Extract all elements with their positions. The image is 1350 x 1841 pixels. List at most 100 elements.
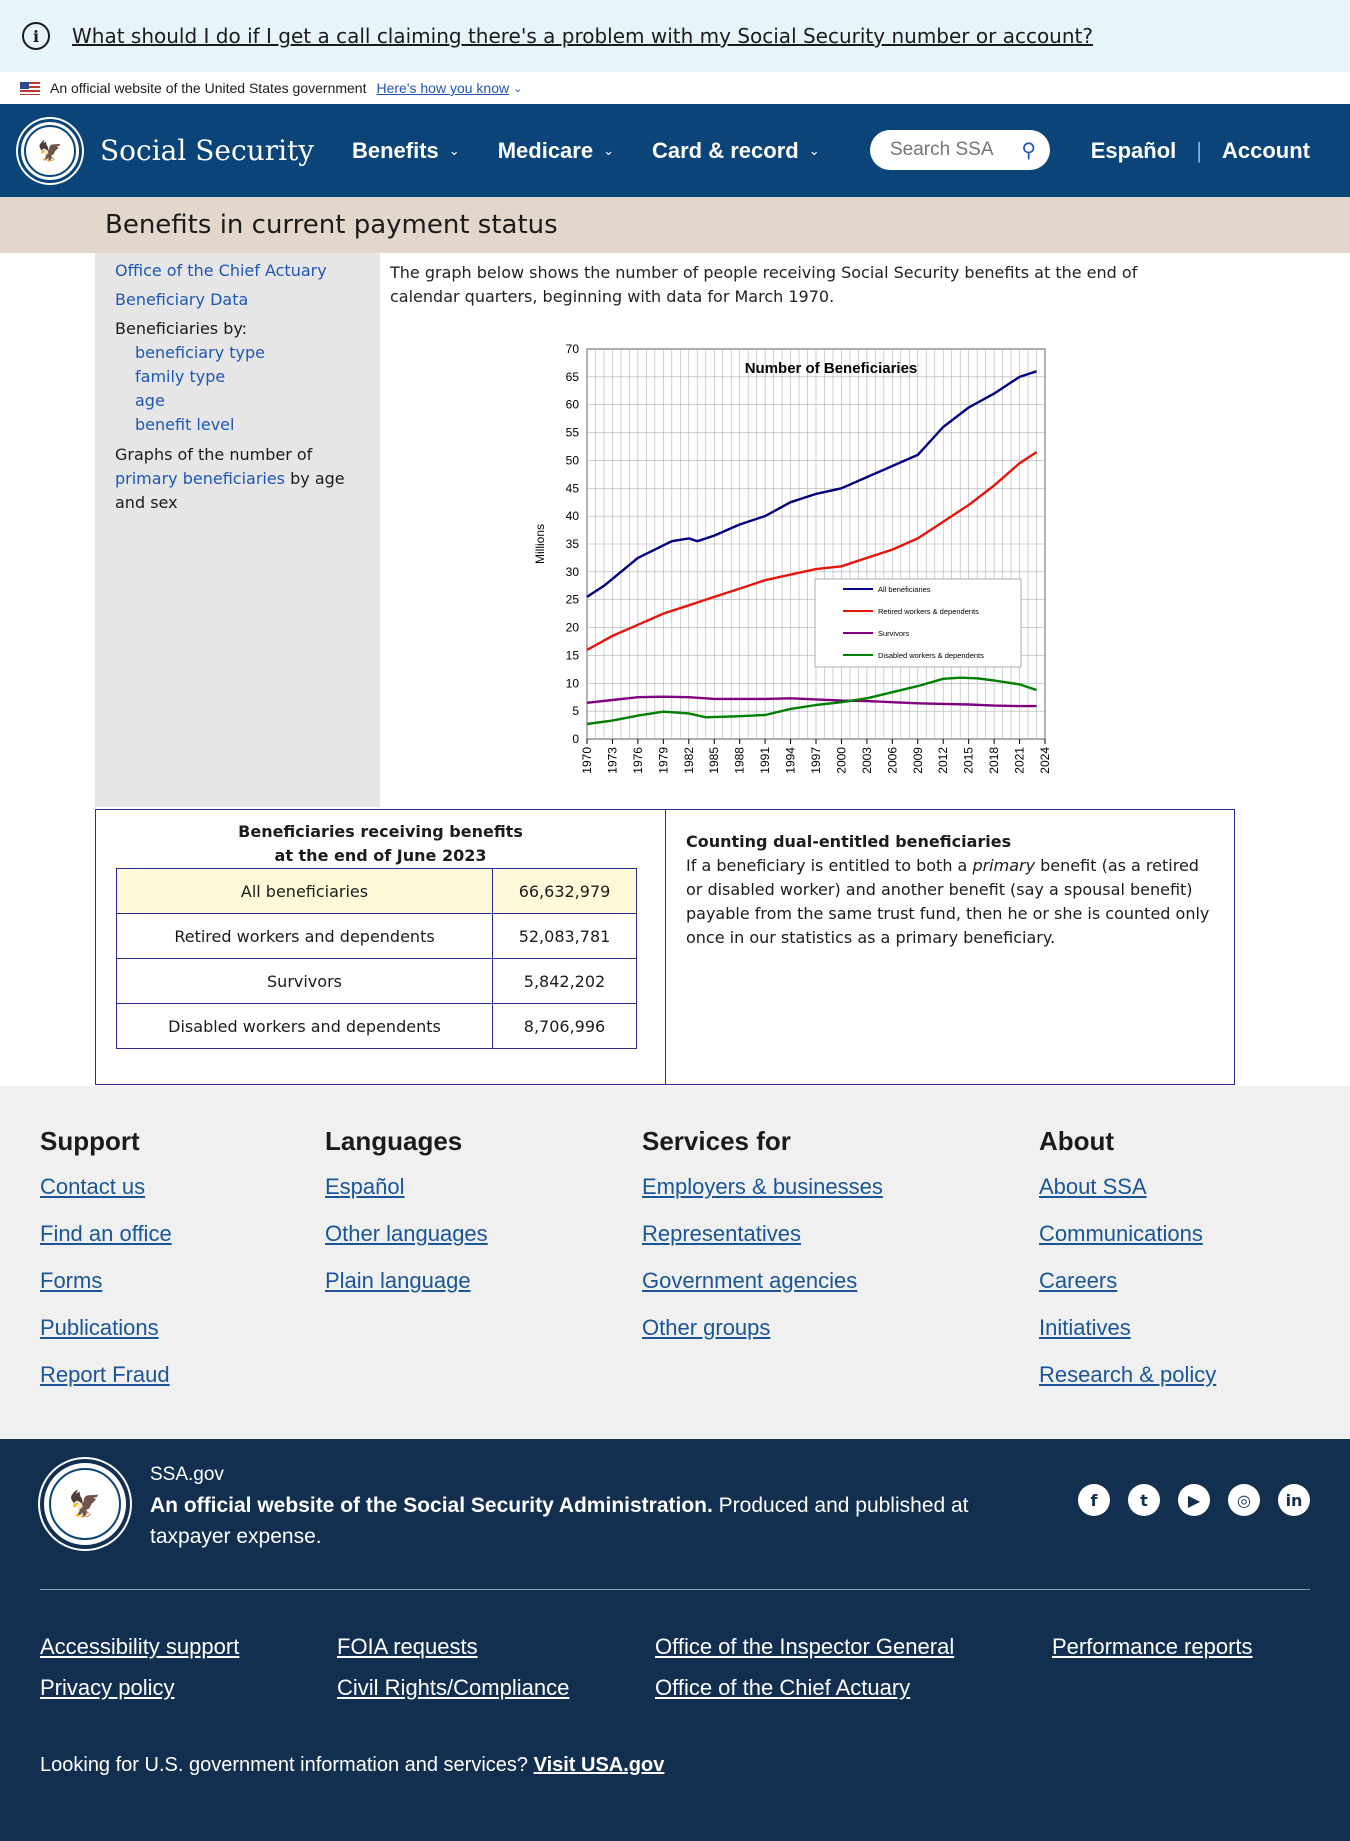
y-tick-label: 25 — [566, 593, 580, 607]
ssa-seal-logo[interactable]: 🦅 — [18, 118, 82, 183]
y-tick-label: 65 — [566, 370, 580, 384]
row-value: 66,632,979 — [492, 868, 637, 914]
nav-medicare[interactable]: Medicare ⌄ — [497, 137, 614, 163]
x-tick-label: 2003 — [860, 747, 874, 774]
table-row: Disabled workers and dependents 8,706,996 — [116, 1003, 637, 1049]
y-tick-label: 40 — [566, 509, 580, 523]
row-label: Disabled workers and dependents — [116, 1003, 493, 1049]
table-row: Survivors 5,842,202 — [116, 958, 637, 1004]
inspector-general-link[interactable]: Office of the Inspector General — [655, 1634, 955, 1659]
footer-divider — [40, 1589, 1310, 1590]
header-right: Español | Account — [1091, 104, 1310, 197]
x-tick-label: 1991 — [758, 747, 772, 774]
espanol-link[interactable]: Español — [1090, 137, 1177, 163]
footer-link[interactable]: Initiatives — [1039, 1315, 1131, 1340]
footer-col-support: Support Contact us Find an office Forms … — [40, 1126, 172, 1408]
y-tick-label: 70 — [566, 342, 580, 356]
series-line-4 — [586, 676, 1037, 726]
y-tick-label: 55 — [566, 426, 580, 440]
footer-link[interactable]: Careers — [1039, 1268, 1118, 1293]
legend-label: Disabled workers & dependents — [878, 651, 984, 660]
y-tick-label: 15 — [566, 648, 580, 662]
series-line-3 — [586, 695, 1037, 708]
legend-label: Survivors — [878, 629, 910, 638]
sidebar-beneficiary-data-link[interactable]: Beneficiary Data — [115, 290, 249, 309]
account-link[interactable]: Account — [1222, 137, 1310, 163]
site-brand[interactable]: Social Security — [100, 134, 315, 167]
footer-link[interactable]: Publications — [40, 1315, 159, 1340]
summary-table-panel: Beneficiaries receiving benefits at the … — [96, 810, 666, 1084]
footer-bottom: 🦅 SSA.gov An official website of the Soc… — [0, 1439, 1350, 1841]
x-tick-label: 2021 — [1013, 747, 1027, 774]
footer-link[interactable]: Other languages — [325, 1221, 488, 1246]
footer-link[interactable]: Research & policy — [1039, 1362, 1217, 1387]
row-value: 52,083,781 — [492, 913, 637, 959]
instagram-icon[interactable]: ◎ — [1228, 1484, 1260, 1516]
x-tick-label: 2006 — [885, 747, 899, 774]
search-input[interactable] — [890, 139, 1010, 161]
how-you-know-link[interactable]: Here's how you know — [376, 80, 510, 96]
row-label: All beneficiaries — [116, 868, 493, 914]
x-tick-label: 2015 — [962, 747, 976, 774]
x-tick-label: 2009 — [911, 747, 925, 774]
summary-table: All beneficiaries 66,632,979 Retired work… — [116, 868, 637, 1049]
gov-banner: An official website of the United States… — [0, 72, 1350, 104]
footer-links: Support Contact us Find an office Forms … — [0, 1086, 1350, 1439]
dual-entitled-heading: Counting dual-entitled beneficiaries — [686, 832, 1012, 851]
x-tick-label: 1970 — [580, 747, 594, 774]
sidebar: Office of the Chief Actuary Beneficiary … — [95, 253, 380, 807]
footer-heading: Languages — [325, 1126, 463, 1156]
footer-link[interactable]: Representatives — [642, 1221, 801, 1246]
twitter-icon[interactable]: t — [1128, 1484, 1160, 1516]
sidebar-item-age[interactable]: age — [135, 391, 165, 410]
nav-benefits[interactable]: Benefits ⌄ — [352, 137, 460, 163]
ssa-seal-logo: 🦅 — [40, 1459, 130, 1549]
footer-link[interactable]: Communications — [1039, 1221, 1203, 1246]
footer-link[interactable]: Report Fraud — [40, 1362, 170, 1387]
primary-beneficiaries-link[interactable]: primary beneficiaries — [115, 469, 286, 488]
alert-link[interactable]: What should I do if I get a call claimin… — [72, 24, 1093, 48]
site-header: 🦅 Social Security Benefits ⌄ Medicare ⌄ Ca… — [0, 104, 1350, 197]
sidebar-chief-actuary-link[interactable]: Office of the Chief Actuary — [115, 261, 327, 280]
footer-link[interactable]: Plain language — [325, 1268, 471, 1293]
chief-actuary-link[interactable]: Office of the Chief Actuary — [655, 1675, 911, 1700]
dual-entitled-panel: Counting dual-entitled beneficiaries If … — [666, 810, 1234, 1084]
civil-rights-link[interactable]: Civil Rights/Compliance — [337, 1675, 570, 1700]
footer-link[interactable]: Contact us — [40, 1174, 146, 1199]
intro-text: The graph below shows the number of peop… — [390, 263, 1138, 306]
search-icon[interactable]: ⚲ — [1021, 138, 1036, 162]
footer-link[interactable]: Employers & businesses — [642, 1174, 883, 1199]
chevron-down-icon: ⌄ — [448, 142, 460, 158]
row-label: Survivors — [116, 958, 493, 1004]
sidebar-item-beneficiary-type[interactable]: beneficiary type — [135, 343, 265, 362]
x-tick-label: 2018 — [987, 747, 1001, 774]
footer-link[interactable]: About SSA — [1039, 1174, 1147, 1199]
main-content: Office of the Chief Actuary Beneficiary … — [0, 253, 1350, 810]
footer-link[interactable]: Other groups — [642, 1315, 771, 1340]
privacy-link[interactable]: Privacy policy — [40, 1675, 175, 1700]
footer-link[interactable]: Find an office — [40, 1221, 172, 1246]
footer-link[interactable]: Español — [325, 1174, 405, 1199]
legend-label: Retired workers & dependents — [878, 607, 979, 616]
y-tick-label: 45 — [566, 481, 580, 495]
footer-heading: Support — [40, 1126, 140, 1156]
footer-link[interactable]: Forms — [40, 1268, 103, 1293]
sidebar-item-benefit-level[interactable]: benefit level — [135, 415, 235, 434]
x-tick-label: 2024 — [1038, 747, 1052, 774]
footer-link[interactable]: Government agencies — [642, 1268, 858, 1293]
facebook-icon[interactable]: f — [1078, 1484, 1110, 1516]
foia-link[interactable]: FOIA requests — [337, 1634, 478, 1659]
x-tick-label: 1979 — [656, 747, 670, 774]
usagov-link[interactable]: Visit USA.gov — [533, 1754, 665, 1776]
us-flag-icon — [20, 81, 40, 95]
linkedin-icon[interactable]: in — [1278, 1484, 1310, 1516]
y-axis-label: Millions — [533, 524, 547, 564]
alert-banner: i What should I do if I get a call claim… — [0, 0, 1350, 72]
nav-card-record[interactable]: Card & record ⌄ — [652, 137, 820, 163]
youtube-icon[interactable]: ▶ — [1178, 1484, 1210, 1516]
performance-reports-link[interactable]: Performance reports — [1052, 1634, 1253, 1659]
footer-col-about: About About SSA Communications Careers I… — [1039, 1126, 1216, 1408]
sidebar-item-family-type[interactable]: family type — [135, 367, 226, 386]
x-tick-label: 2012 — [936, 747, 950, 774]
accessibility-link[interactable]: Accessibility support — [40, 1634, 240, 1659]
